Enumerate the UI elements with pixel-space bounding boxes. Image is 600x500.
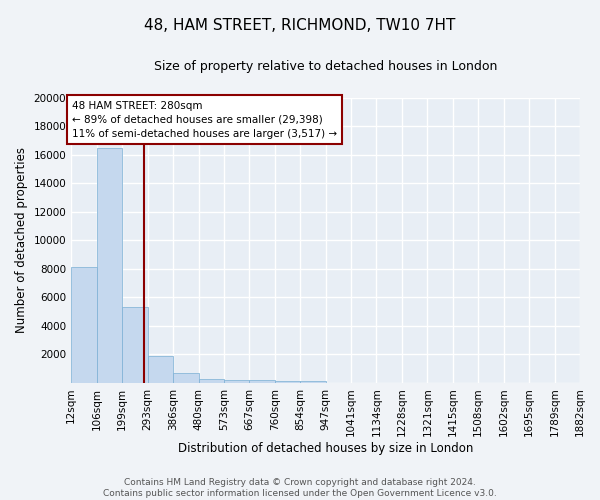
Bar: [71, 268, 97, 383]
Bar: [300, 381, 326, 383]
Y-axis label: Number of detached properties: Number of detached properties: [15, 148, 28, 334]
Title: Size of property relative to detached houses in London: Size of property relative to detached ho…: [154, 60, 497, 73]
Bar: [173, 373, 199, 383]
Bar: [224, 380, 250, 383]
Bar: [97, 148, 122, 383]
Bar: [148, 356, 173, 383]
Bar: [250, 380, 275, 383]
Bar: [275, 380, 300, 383]
Text: 48, HAM STREET, RICHMOND, TW10 7HT: 48, HAM STREET, RICHMOND, TW10 7HT: [145, 18, 455, 32]
Text: 48 HAM STREET: 280sqm
← 89% of detached houses are smaller (29,398)
11% of semi-: 48 HAM STREET: 280sqm ← 89% of detached …: [72, 100, 337, 138]
Text: Contains HM Land Registry data © Crown copyright and database right 2024.
Contai: Contains HM Land Registry data © Crown c…: [103, 478, 497, 498]
X-axis label: Distribution of detached houses by size in London: Distribution of detached houses by size …: [178, 442, 473, 455]
Bar: [199, 378, 224, 383]
Bar: [122, 308, 148, 383]
